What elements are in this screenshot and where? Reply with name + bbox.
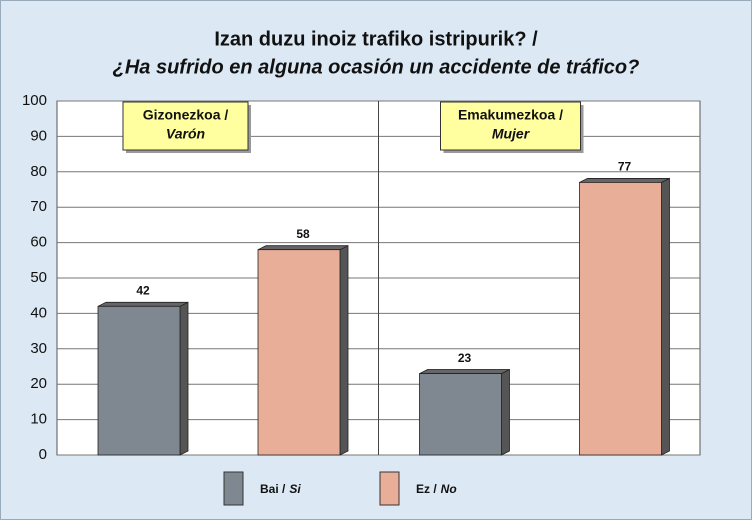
y-tick-label: 40 xyxy=(30,304,47,321)
value-label: 77 xyxy=(618,160,632,174)
bar xyxy=(419,368,510,456)
legend-label: Bai / Si xyxy=(260,482,301,496)
bar xyxy=(257,245,349,456)
bar-side xyxy=(339,245,349,456)
bar-top xyxy=(579,178,670,183)
category-box xyxy=(122,101,249,151)
y-tick-label: 100 xyxy=(22,92,47,109)
y-tick-label: 0 xyxy=(39,446,47,463)
chart-subtitle: ¿Ha sufrido en alguna ocasión un acciden… xyxy=(113,56,640,78)
chart-title: Izan duzu inoiz trafiko istripurik? / xyxy=(214,28,538,50)
bar xyxy=(579,177,670,456)
y-tick-label: 10 xyxy=(30,411,47,428)
value-label: 23 xyxy=(458,351,472,365)
legend-swatch xyxy=(379,471,400,506)
value-label: 42 xyxy=(136,283,150,297)
bar-top xyxy=(257,245,349,251)
y-tick-label: 90 xyxy=(30,127,47,144)
bar-side xyxy=(179,301,189,456)
y-tick-label: 50 xyxy=(30,269,47,286)
legend-swatch xyxy=(223,471,244,506)
category-box xyxy=(440,101,581,151)
legend-label: Ez / No xyxy=(416,482,457,496)
category-label: Varón xyxy=(166,126,205,142)
legend-label-part: No xyxy=(441,482,457,496)
bar-side xyxy=(501,368,510,456)
bar-front xyxy=(257,249,341,456)
y-tick-label: 70 xyxy=(30,198,47,215)
y-tick-label: 80 xyxy=(30,163,47,180)
value-label: 58 xyxy=(296,227,310,241)
bar-side xyxy=(661,177,670,456)
bar-top xyxy=(97,301,189,307)
y-tick-label: 30 xyxy=(30,340,47,357)
bar-front xyxy=(97,305,181,456)
legend-label-part: Si xyxy=(289,482,301,496)
category-label: Mujer xyxy=(492,126,531,142)
bar xyxy=(97,301,189,456)
y-tick-label: 60 xyxy=(30,234,47,251)
category-label: Gizonezkoa / xyxy=(143,107,229,123)
bar-front xyxy=(419,373,502,456)
legend-label-part: Ez / xyxy=(416,482,437,496)
bar-front xyxy=(579,182,662,456)
category-label: Emakumezkoa / xyxy=(458,107,563,123)
bar-top xyxy=(419,369,510,374)
legend-label-part: Bai / xyxy=(260,482,286,496)
y-tick-label: 20 xyxy=(30,375,47,392)
